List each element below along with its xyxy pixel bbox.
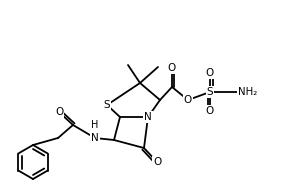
Text: O: O <box>184 95 192 105</box>
Text: NH₂: NH₂ <box>238 87 257 97</box>
Text: H: H <box>91 120 99 130</box>
Text: O: O <box>206 106 214 116</box>
Text: O: O <box>153 157 161 167</box>
Text: S: S <box>104 100 110 110</box>
Text: O: O <box>55 107 63 117</box>
Text: N: N <box>91 133 99 143</box>
Text: O: O <box>168 63 176 73</box>
Text: S: S <box>207 87 213 97</box>
Text: O: O <box>206 68 214 78</box>
Text: N: N <box>144 112 152 122</box>
